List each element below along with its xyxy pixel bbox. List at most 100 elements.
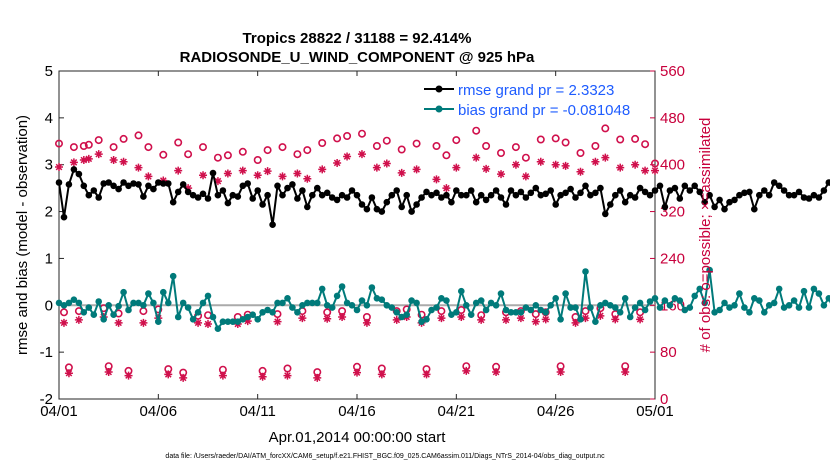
rmse-point	[686, 187, 694, 194]
rmse-point	[110, 182, 117, 190]
obs-possible-point	[144, 143, 153, 152]
obs-assimilated-point	[273, 317, 282, 326]
obs-assimilated-point	[442, 184, 451, 193]
obs-possible-point	[213, 153, 222, 162]
rmse-point	[661, 203, 669, 211]
rmse-point	[472, 198, 480, 206]
obs-assimilated-point	[298, 314, 307, 323]
bias-point	[790, 297, 798, 304]
chart-title-line2: RADIOSONDE_U_WIND_COMPONENT @ 925 hPa	[180, 49, 535, 66]
right-tick-label: 480	[660, 110, 685, 127]
bias-point	[279, 299, 286, 307]
obs-assimilated-point	[204, 320, 212, 329]
bias-point	[636, 299, 644, 307]
rmse-point	[805, 195, 813, 202]
bias-point	[140, 302, 147, 309]
x-tick-label: 04/11	[239, 403, 275, 420]
obs-assimilated-point	[397, 168, 406, 177]
rmse-point	[373, 205, 381, 213]
rmse-point	[239, 182, 247, 190]
obs-possible-point	[223, 151, 232, 160]
obs-assimilated-point	[199, 171, 208, 180]
bias-point	[731, 302, 738, 309]
rmse-point	[433, 189, 440, 197]
rmse-point	[453, 187, 460, 194]
rmse-point	[274, 182, 281, 190]
rmse-point	[607, 201, 614, 208]
rmse-point	[785, 191, 793, 199]
rmse-point	[105, 179, 112, 186]
obs-possible-point	[69, 143, 78, 152]
bias-point	[338, 283, 346, 290]
bias-point	[249, 311, 256, 319]
obs-assimilated-point	[502, 315, 510, 324]
rmse-point	[756, 191, 763, 199]
rmse-point	[343, 194, 351, 201]
bias-point	[368, 284, 376, 291]
obs-assimilated-point	[164, 370, 173, 379]
rmse-point	[214, 191, 222, 199]
obs-possible-point	[511, 143, 520, 152]
bias-point	[582, 268, 589, 275]
obs-assimilated-point	[591, 157, 600, 166]
bias-point	[398, 313, 406, 321]
obs-assimilated-point	[74, 315, 83, 324]
bias-point	[100, 316, 107, 323]
bias-point	[666, 302, 674, 309]
obs-assimilated-point	[462, 366, 471, 375]
y-axis-label-left: rmse and bias (model - observation)	[14, 115, 31, 355]
rmse-point	[388, 191, 396, 199]
footnote: data file: /Users/raeder/DAI/ATM_forcXX/…	[165, 453, 605, 460]
rmse-point	[567, 185, 574, 193]
obs-assimilated-point	[109, 156, 118, 165]
rmse-point	[731, 196, 738, 204]
bias-point	[463, 302, 470, 309]
rmse-point	[358, 201, 366, 208]
obs-assimilated-point	[596, 311, 605, 320]
obs-possible-point	[263, 146, 272, 155]
rmse-point	[795, 188, 803, 196]
bias-point	[80, 309, 88, 316]
bias-point	[458, 287, 465, 295]
left-axis-tick-labels: -2 -1 0 1 2 3 4 5	[40, 63, 53, 408]
bias-point	[751, 295, 758, 302]
rmse-point	[646, 191, 654, 199]
bias-point	[204, 292, 212, 300]
bias-point	[209, 313, 217, 321]
bias-point	[741, 304, 748, 311]
bias-point	[646, 298, 654, 305]
bias-point	[289, 304, 296, 311]
obs-possible-point	[184, 150, 193, 159]
obs-possible-point	[59, 308, 68, 317]
obs-assimilated-point	[278, 172, 287, 181]
bias-point	[746, 309, 753, 316]
bias-point	[552, 295, 559, 302]
bias-point	[274, 299, 281, 307]
rmse-series	[55, 166, 830, 228]
rmse-point	[368, 194, 376, 201]
rmse-point	[770, 179, 778, 186]
rmse-point	[244, 180, 251, 187]
rmse-point	[775, 182, 783, 190]
legend: rmse grand pr = 2.3323 bias grand pr = -…	[424, 82, 630, 119]
rmse-point	[353, 191, 361, 199]
obs-assimilated-point	[114, 318, 123, 327]
right-tick-label: 80	[660, 344, 677, 361]
rmse-point	[681, 182, 689, 190]
bias-point	[90, 311, 98, 319]
rmse-point	[507, 187, 515, 194]
obs-assimilated-point	[64, 369, 73, 378]
rmse-point	[552, 201, 559, 208]
rmse-point	[666, 187, 674, 194]
bias-point	[696, 285, 703, 293]
obs-assimilated-point	[541, 315, 550, 324]
bias-point	[612, 304, 619, 311]
rmse-point	[398, 203, 406, 211]
obs-possible-point	[536, 135, 545, 144]
bias-point	[651, 295, 659, 302]
obs-possible-point	[278, 143, 287, 152]
bias-point	[383, 302, 391, 309]
obs-assimilated-point	[84, 154, 93, 163]
obs-assimilated-point	[377, 370, 386, 379]
